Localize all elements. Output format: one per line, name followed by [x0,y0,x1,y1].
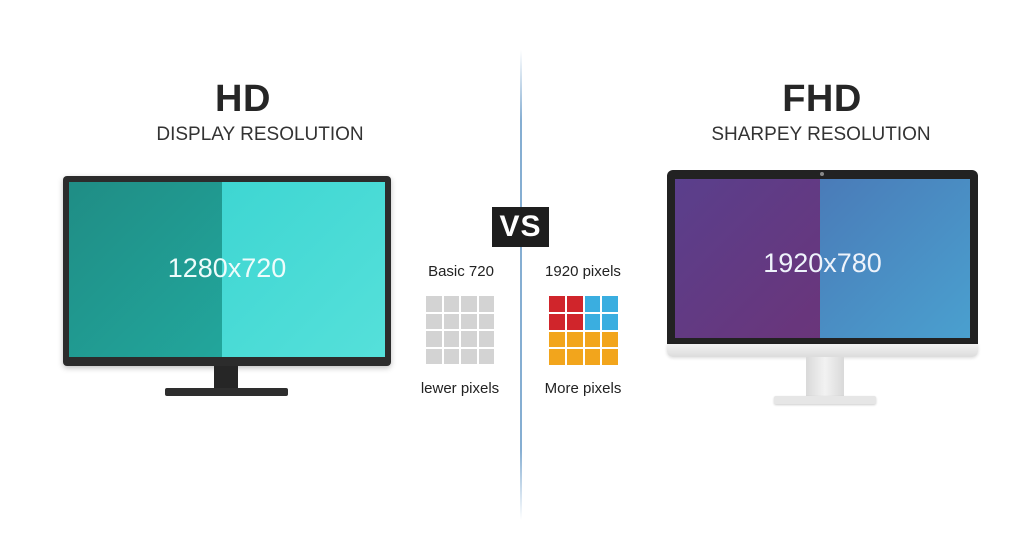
fhd-title: FHD [782,78,862,120]
fhd-pixel-cell [584,296,601,312]
fhd-monitor-chin [667,344,978,357]
hd-pixel-cell [461,348,477,364]
hd-subtitle: DISPLAY RESOLUTION [156,124,364,145]
hd-monitor: 1280x720 [63,176,391,366]
hd-pixel-cell [443,313,459,329]
fhd-pixel-cell [566,313,583,330]
hd-pixel-cell [426,313,442,329]
hd-pixel-cell [443,348,459,364]
fhd-pixel-cell [602,296,618,312]
hd-screen-right-half [222,182,385,357]
hd-title: HD [215,78,271,120]
center-divider [520,50,522,520]
hd-pixel-cell [426,348,442,364]
fhd-monitor-screen [675,179,970,338]
fhd-pixel-cell [584,331,601,348]
hd-screen-left-half [69,182,223,357]
vs-badge: VS [492,207,549,247]
fhd-pixel-cell [566,296,583,312]
fhd-pixel-label: 1920 pixels [545,263,621,280]
fhd-pixel-cell [602,313,618,330]
hd-pixel-cell [478,313,494,329]
hd-pixel-cell [478,348,494,364]
hd-pixel-cell [478,331,494,347]
hd-pixel-cell [443,331,459,347]
hd-monitor-screen [69,182,385,357]
fhd-pixel-cell [584,313,601,330]
hd-resolution-text: 1280x720 [167,253,287,283]
hd-pixel-cell [461,296,477,312]
hd-pixel-cell [478,296,494,312]
fhd-pixel-cell [602,331,618,348]
hd-pixel-cell [426,331,442,347]
fhd-pixel-cell [549,349,565,365]
fhd-subtitle: SHARPEY RESOLUTION [711,124,931,145]
fhd-pixel-cell [549,331,565,348]
fhd-screen-left-half [675,179,820,338]
fhd-monitor-stand-neck [806,357,844,397]
hd-pixel-label: Basic 720 [428,263,494,280]
fhd-pixel-grid-icon [549,296,618,365]
hd-monitor-stand-base [165,388,288,396]
hd-pixel-cell [443,296,459,312]
webcam-icon [820,172,824,176]
fhd-pixel-caption: More pixels [544,380,622,397]
fhd-monitor: 1920x780 [667,170,978,344]
fhd-resolution-text: 1920x780 [763,248,882,278]
fhd-monitor-stand-base [774,396,876,404]
hd-pixel-cell [461,313,477,329]
hd-pixel-cell [461,331,477,347]
hd-pixel-cell [426,296,442,312]
hd-pixel-grid-icon [426,296,494,364]
fhd-screen-right-half [819,179,970,338]
hd-monitor-stand-neck [214,366,238,390]
fhd-pixel-cell [549,296,565,312]
hd-pixel-caption: lewer pixels [420,380,500,397]
fhd-pixel-cell [602,349,618,365]
fhd-pixel-cell [566,349,583,365]
fhd-pixel-cell [549,313,565,330]
fhd-pixel-cell [584,349,601,365]
fhd-pixel-cell [566,331,583,348]
